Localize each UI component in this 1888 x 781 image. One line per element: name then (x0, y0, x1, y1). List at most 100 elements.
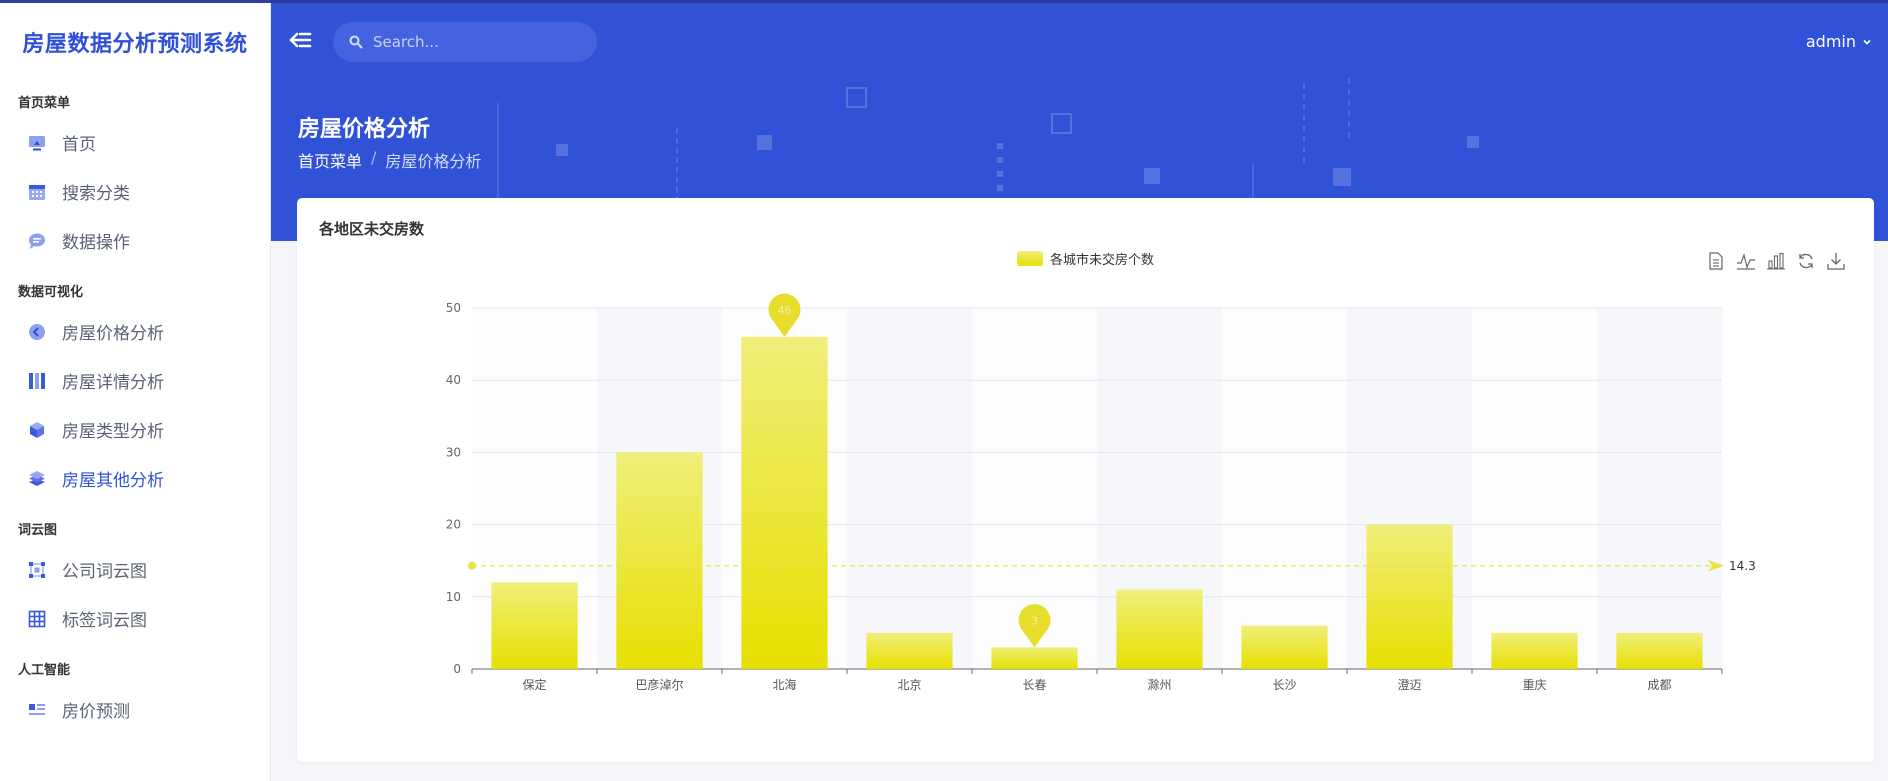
decor-square (997, 143, 1003, 149)
list-icon (28, 701, 46, 719)
refresh-icon (1799, 253, 1813, 269)
decor-dash (676, 128, 678, 241)
bar (1241, 625, 1328, 669)
sidebar-item-label: 首页 (62, 135, 96, 155)
sidebar-item-label: 房屋详情分析 (62, 373, 164, 393)
sidebar-item-label: 数据操作 (62, 233, 130, 253)
line-view-button[interactable] (1735, 250, 1757, 272)
mark-point-pin (1018, 604, 1051, 648)
sidebar-item-1-2[interactable]: 房屋类型分析 (0, 405, 270, 454)
x-tick-label: 长沙 (1272, 678, 1296, 692)
chart-card-title: 各地区未交房数 (319, 220, 425, 238)
decor-square (1051, 113, 1072, 134)
y-tick-label: 20 (446, 518, 461, 532)
sidebar-item-0-1[interactable]: 搜索分类 (0, 167, 270, 216)
data-view-button[interactable] (1705, 250, 1727, 272)
split-area (1597, 308, 1722, 669)
sidebar-item-label: 公司词云图 (62, 562, 147, 582)
monitor-icon (28, 134, 46, 152)
bar (616, 452, 703, 669)
x-tick-label: 保定 (522, 677, 546, 692)
legend-label: 各城市未交房个数 (1050, 253, 1155, 268)
sidebar-item-1-3[interactable]: 房屋其他分析 (0, 454, 270, 503)
decor-square (1144, 168, 1160, 184)
arrow-circle-icon (28, 323, 46, 341)
bar (741, 336, 828, 669)
chart-legend[interactable]: 各城市未交房个数 (1017, 249, 1154, 268)
x-tick-label: 重庆 (1522, 678, 1546, 692)
bar (491, 582, 578, 669)
bar-chart-icon (1767, 252, 1785, 270)
decor-dash (1303, 83, 1305, 163)
nav-section-title: 数据可视化 (18, 285, 84, 300)
sidebar-item-2-1[interactable]: 标签词云图 (0, 594, 270, 643)
y-tick-label: 10 (446, 590, 461, 604)
decor-square (757, 135, 772, 150)
decor-square (1333, 168, 1351, 186)
x-tick-label: 成都 (1647, 678, 1671, 692)
bar-view-button[interactable] (1765, 250, 1787, 272)
arrow-left-menu-icon (289, 32, 312, 48)
decor-square (997, 185, 1003, 191)
bar (991, 647, 1078, 669)
restore-button[interactable] (1795, 250, 1817, 272)
sidebar-item-2-0[interactable]: 公司词云图 (0, 545, 270, 594)
mark-point-pin (768, 293, 801, 337)
decor-square (997, 157, 1003, 163)
layers-icon (28, 470, 46, 488)
chat-bubble-icon (28, 232, 46, 250)
document-icon (1709, 252, 1723, 270)
bar (1366, 524, 1453, 669)
sidebar: 房屋数据分析预测系统 首页菜单首页搜索分类数据操作数据可视化房屋价格分析 房屋详情… (0, 0, 271, 781)
sidebar-item-0-0[interactable]: 首页 (0, 118, 270, 167)
sidebar-nav: 首页菜单首页搜索分类数据操作数据可视化房屋价格分析 房屋详情分析 房屋类型分析 房屋其… (0, 90, 270, 734)
search-icon (349, 35, 363, 49)
mark-point-label: 3 (1031, 614, 1038, 627)
sidebar-item-label: 房屋价格分析 (62, 324, 164, 344)
bar (1116, 589, 1203, 669)
sidebar-item-label: 房屋其他分析 (62, 471, 164, 491)
x-tick-label: 滁州 (1147, 677, 1171, 692)
sidebar-item-label: 房价预测 (62, 702, 130, 722)
breadcrumb-home[interactable]: 首页菜单 (298, 152, 363, 171)
app-brand[interactable]: 房屋数据分析预测系统 (22, 32, 248, 57)
nav-section-title: 人工智能 (18, 663, 71, 678)
breadcrumb-current: 房屋价格分析 (385, 152, 482, 171)
save-image-button[interactable] (1825, 250, 1847, 272)
decor-square (997, 171, 1003, 177)
sidebar-item-label: 房屋类型分析 (62, 422, 164, 442)
search-input[interactable] (373, 33, 573, 51)
legend-swatch (1017, 251, 1043, 266)
decor-line (497, 103, 499, 241)
grid-icon (28, 610, 46, 628)
user-menu[interactable]: admin (1806, 32, 1872, 51)
line-chart-icon (1737, 252, 1755, 270)
average-line-start (468, 561, 476, 570)
decor-square (1467, 136, 1479, 148)
sidebar-toggle-button[interactable] (288, 30, 312, 50)
split-area (847, 308, 972, 669)
y-tick-label: 0 (453, 662, 461, 676)
mark-point-label: 46 (778, 304, 792, 317)
sidebar-item-0-2[interactable]: 数据操作 (0, 216, 270, 265)
decor-square (556, 144, 568, 156)
sidebar-item-label: 标签词云图 (62, 611, 147, 631)
split-area (1472, 308, 1597, 669)
sidebar-item-3-0[interactable]: 房价预测 (0, 685, 270, 734)
y-tick-label: 30 (446, 445, 461, 459)
chart-card: 0 10 20 30 40 50 保定 巴彦淖尔 北海 北京 长春 滁州 长沙 澄迈 重庆 成都 14.3 46 3… (297, 198, 1874, 762)
columns-icon (28, 372, 46, 390)
nav-section-title: 首页菜单 (18, 96, 71, 111)
sidebar-item-1-0[interactable]: 房屋价格分析 (0, 307, 270, 356)
sidebar-item-1-1[interactable]: 房屋详情分析 (0, 356, 270, 405)
average-line-arrow (1708, 559, 1724, 572)
bar (1616, 632, 1703, 669)
average-line-label: 14.3 (1729, 559, 1756, 573)
y-tick-label: 50 (446, 301, 461, 315)
sidebar-item-label: 搜索分类 (62, 184, 130, 204)
calendar-icon (28, 183, 46, 201)
breadcrumb: 首页菜单 / 房屋价格分析 (298, 148, 481, 172)
breadcrumb-separator: / (371, 148, 377, 167)
bar (1491, 632, 1578, 669)
x-tick-label: 巴彦淖尔 (635, 677, 683, 692)
